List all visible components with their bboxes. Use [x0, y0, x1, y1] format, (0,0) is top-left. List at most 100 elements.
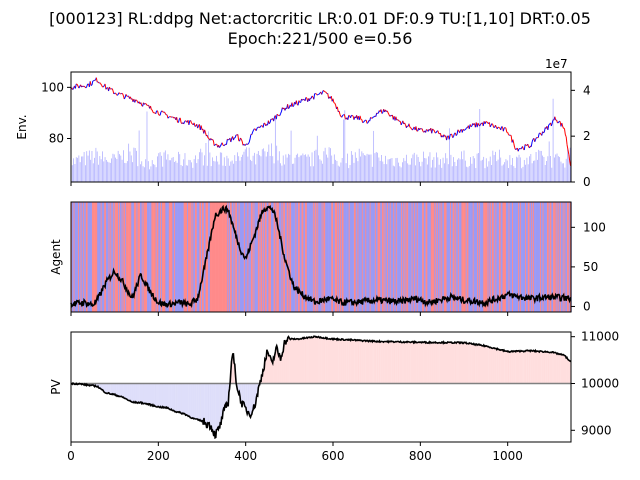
price-segment: [82, 85, 84, 88]
action-stripe: [279, 202, 281, 312]
price-segment: [251, 131, 254, 135]
env-axes-frame: [70, 71, 572, 183]
action-stripe: [528, 202, 530, 312]
price-segment: [463, 129, 466, 131]
action-stripe: [264, 202, 267, 312]
action-stripe: [367, 202, 370, 312]
price-segment: [370, 117, 372, 119]
action-stripe: [518, 202, 520, 312]
action-stripe: [477, 202, 479, 312]
action-stripe: [529, 202, 531, 312]
action-stripe: [92, 202, 95, 312]
action-stripe: [411, 202, 413, 312]
action-stripe: [276, 202, 278, 312]
action-stripe: [348, 202, 350, 312]
action-stripe: [192, 202, 194, 312]
action-stripe: [471, 202, 473, 312]
action-stripe: [333, 202, 335, 312]
price-segment: [197, 125, 199, 129]
action-stripe: [312, 202, 315, 312]
action-stripe: [508, 202, 510, 312]
action-stripe: [566, 202, 568, 312]
action-stripe: [275, 202, 277, 312]
action-stripe: [129, 202, 131, 312]
price-segment: [269, 118, 272, 123]
price-segment: [524, 144, 527, 146]
action-stripe: [496, 202, 498, 312]
action-stripe: [470, 202, 472, 312]
action-stripe: [449, 202, 451, 312]
price-segment: [221, 142, 224, 146]
price-segment: [464, 128, 467, 131]
price-segment: [247, 142, 250, 145]
price-segment: [230, 138, 233, 143]
action-stripe: [241, 202, 243, 312]
price-segment: [280, 111, 282, 114]
action-stripe: [366, 202, 368, 312]
price-segment: [90, 84, 93, 86]
action-stripe: [554, 202, 557, 312]
action-stripe: [193, 202, 195, 312]
price-segment: [530, 141, 533, 147]
price-segment: [161, 110, 164, 112]
action-stripe: [400, 202, 402, 312]
price-segment: [470, 125, 473, 128]
action-stripe: [430, 202, 432, 312]
action-stripe: [498, 202, 500, 312]
action-stripe: [291, 202, 294, 312]
action-stripe: [239, 202, 241, 312]
action-stripe: [186, 202, 188, 312]
action-stripe: [442, 202, 444, 312]
action-stripe: [516, 202, 518, 312]
action-stripe: [461, 202, 463, 312]
price-segment: [248, 138, 251, 143]
action-stripe: [255, 202, 257, 312]
env-right-tick-label: 4: [583, 83, 591, 97]
pv-right-ticks: 9000 10000 11000: [571, 330, 619, 437]
action-stripe: [216, 202, 219, 312]
env-panel: 80 100 0 2 4 1e7 Env.: [15, 57, 591, 189]
action-stripe: [425, 202, 427, 312]
action-stripe: [287, 202, 289, 312]
action-stripe: [530, 202, 532, 312]
price-segment: [162, 111, 164, 113]
action-stripe: [541, 202, 543, 312]
action-stripe: [457, 202, 459, 312]
action-stripe: [208, 202, 210, 312]
action-stripe: [337, 202, 339, 312]
action-stripe: [125, 202, 127, 312]
action-stripe: [472, 202, 474, 312]
action-stripe: [536, 202, 538, 312]
price-segment: [253, 128, 255, 131]
price-segment: [105, 87, 108, 90]
action-stripe: [543, 202, 545, 312]
action-stripe: [158, 202, 160, 312]
price-segment: [432, 128, 434, 131]
price-segment: [486, 121, 488, 124]
action-stripe: [191, 202, 193, 312]
action-stripe: [469, 202, 471, 312]
action-stripe: [172, 202, 174, 312]
action-stripe: [308, 202, 310, 312]
price-segment: [108, 86, 111, 90]
pv-line: [70, 335, 572, 440]
price-segment: [204, 129, 206, 133]
price-segment: [396, 119, 398, 121]
action-stripe: [429, 202, 431, 312]
action-stripe: [314, 202, 316, 312]
x-tick-label: 200: [147, 449, 170, 463]
action-stripe: [291, 202, 293, 312]
action-stripe: [240, 202, 242, 312]
price-segment: [86, 84, 89, 87]
price-segment: [194, 125, 197, 127]
price-segment: [371, 116, 374, 119]
action-stripe: [179, 202, 181, 312]
action-stripe: [374, 202, 376, 312]
action-stripe: [381, 202, 384, 312]
price-segment: [206, 135, 209, 139]
action-stripe: [295, 202, 297, 312]
action-stripe: [388, 202, 390, 312]
action-stripe: [296, 202, 298, 312]
action-stripe: [221, 202, 223, 312]
action-stripe: [450, 202, 453, 312]
